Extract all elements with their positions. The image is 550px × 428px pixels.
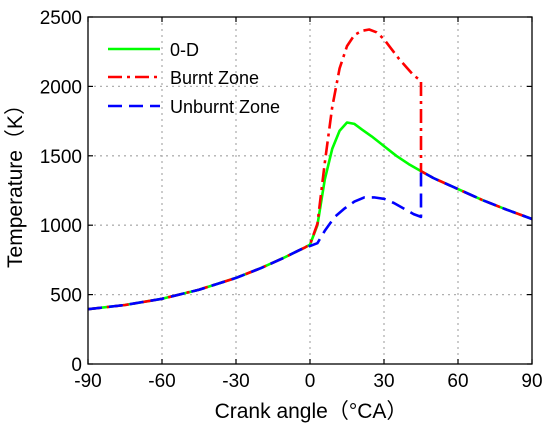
x-tick-label: 60: [447, 371, 468, 392]
grid-lines: [88, 17, 532, 364]
x-tick-label: 90: [521, 371, 542, 392]
axis-ticks: [87, 16, 533, 365]
legend-label-unburnt-zone: Unburnt Zone: [170, 97, 280, 117]
legend-label-burnt-zone: Burnt Zone: [170, 68, 259, 88]
y-tick-label: 2500: [40, 8, 82, 29]
x-axis-title: Crank angle（°CA）: [215, 400, 408, 423]
y-tick-label: 0: [71, 355, 82, 376]
y-tick-label: 1500: [40, 147, 82, 168]
y-axis-title: Temperature（K）: [4, 94, 27, 268]
y-tick-label: 500: [50, 286, 82, 307]
y-tick-label: 1000: [40, 216, 82, 237]
y-tick-label: 2000: [40, 77, 82, 98]
x-tick-label: 30: [373, 371, 394, 392]
x-tick-label: -90: [74, 371, 101, 392]
legend: 0-D Burnt Zone Unburnt Zone: [108, 40, 280, 117]
x-tick-label: -60: [148, 371, 175, 392]
series-line-unburnt-zone: [87, 169, 533, 311]
x-tick-label: 0: [305, 371, 316, 392]
x-tick-label: -30: [222, 371, 249, 392]
legend-label-0-d: 0-D: [170, 40, 199, 60]
series-layer: [87, 28, 533, 311]
tick-labels: -90 -60 -30 0 30 60 90 0 500 1000 1500 2000 2500: [40, 8, 543, 392]
